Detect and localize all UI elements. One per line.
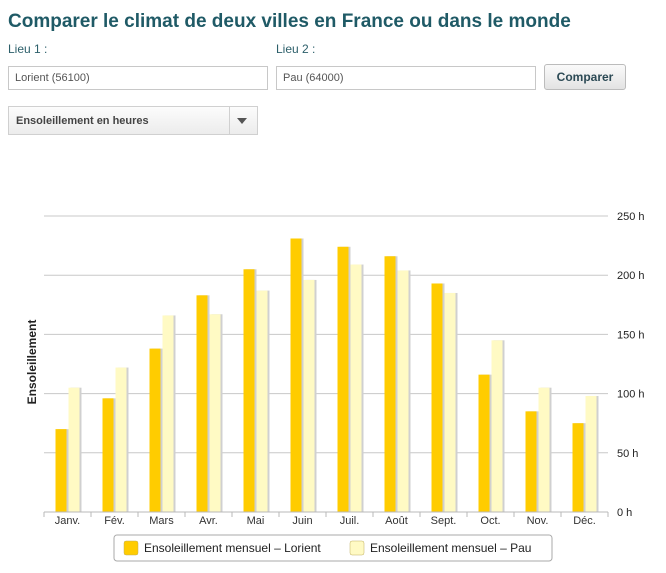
legend-swatch: [123, 540, 139, 556]
bar-pau: [491, 340, 505, 512]
x-tick-label: Déc.: [573, 515, 596, 527]
bar-pau: [397, 270, 411, 512]
x-tick-label: Oct.: [480, 515, 500, 527]
indicator-select[interactable]: Ensoleillement en heures: [8, 106, 258, 135]
x-tick-label: Janv.: [55, 515, 80, 527]
bar-fill: [196, 295, 208, 512]
bar-fill: [55, 429, 67, 512]
bar-fill: [102, 398, 114, 512]
page-title: Comparer le climat de deux villes en Fra…: [8, 11, 571, 32]
chevron-down-icon: [237, 118, 247, 124]
legend-swatch: [349, 540, 365, 556]
bar-fill: [68, 387, 80, 512]
bar-pau: [115, 367, 129, 512]
bar-fill: [585, 395, 597, 512]
bar-fill: [303, 279, 315, 512]
x-tick-label: Mars: [149, 515, 174, 527]
y-tick-label: 150 h: [617, 329, 645, 341]
x-tick-label: Août: [385, 515, 408, 527]
x-tick-label: Juil.: [340, 515, 360, 527]
bar-fill: [431, 283, 443, 512]
bar-pau: [209, 314, 223, 512]
bar-fill: [162, 315, 174, 512]
lieu1-input[interactable]: [8, 66, 268, 90]
bar-fill: [256, 290, 268, 512]
bar-lorient: [196, 295, 210, 512]
y-tick-label: 0 h: [617, 507, 632, 519]
y-tick-label: 100 h: [617, 389, 645, 401]
bar-lorient: [149, 348, 163, 512]
sunshine-chart: 0 h 50 h 100 h 150 h 200 h 250 h Janv. Fév. Mar…: [25, 211, 645, 562]
select-divider: [229, 107, 230, 134]
legend: Ensoleillement mensuel – Lorient Ensoleil…: [113, 534, 553, 562]
bars: [55, 238, 599, 512]
x-axis: [43, 511, 609, 517]
bar-lorient: [243, 269, 257, 512]
lieu2-label: Lieu 2 :: [276, 42, 316, 56]
x-tick-label: Sept.: [431, 515, 457, 527]
bar-pau: [538, 387, 552, 512]
bar-lorient: [55, 429, 69, 512]
y-tick-label: 50 h: [617, 448, 638, 460]
bar-fill: [149, 348, 161, 512]
bar-fill: [350, 264, 362, 512]
x-tick-label: Juin: [292, 515, 312, 527]
bar-fill: [209, 314, 221, 512]
bar-fill: [397, 270, 409, 512]
bar-pau: [68, 387, 82, 512]
bar-lorient: [431, 283, 445, 512]
bar-lorient: [572, 423, 586, 512]
bar-lorient: [337, 246, 351, 512]
bar-lorient: [384, 256, 398, 512]
grid-lines: [44, 215, 608, 454]
legend-label: Ensoleillement mensuel – Lorient: [144, 541, 321, 555]
y-axis-title: Ensoleillement: [25, 320, 39, 405]
y-tick-label: 200 h: [617, 270, 645, 282]
x-tick-label: Avr.: [199, 515, 218, 527]
bar-lorient: [290, 238, 304, 512]
bar-fill: [525, 411, 537, 512]
bar-fill: [115, 367, 127, 512]
legend-box: [113, 534, 553, 562]
lieu2-input[interactable]: [276, 66, 536, 90]
y-tick-label: 250 h: [617, 211, 645, 223]
bar-fill: [572, 423, 584, 512]
bar-pau: [585, 395, 599, 512]
bar-fill: [491, 340, 503, 512]
legend-label: Ensoleillement mensuel – Pau: [370, 541, 531, 555]
bar-fill: [243, 269, 255, 512]
bar-fill: [538, 387, 550, 512]
bar-fill: [337, 246, 349, 512]
bar-fill: [444, 292, 456, 512]
bar-pau: [444, 292, 458, 512]
bar-fill: [384, 256, 396, 512]
bar-pau: [162, 315, 176, 512]
x-tick-label: Fév.: [104, 515, 125, 527]
bar-pau: [303, 279, 317, 512]
bar-pau: [256, 290, 270, 512]
x-axis-labels: Janv. Fév. Mars Avr. Mai Juin Juil. Août Sept. Oc…: [55, 515, 596, 527]
bar-lorient: [525, 411, 539, 512]
x-tick-label: Mai: [247, 515, 265, 527]
compare-button[interactable]: Comparer: [544, 64, 626, 90]
x-tick-label: Nov.: [527, 515, 549, 527]
y-axis-ticks: 0 h 50 h 100 h 150 h 200 h 250 h: [617, 211, 645, 519]
bar-lorient: [102, 398, 116, 512]
bar-lorient: [478, 374, 492, 512]
indicator-select-value: Ensoleillement en heures: [16, 115, 149, 127]
bar-fill: [290, 238, 302, 512]
lieu1-label: Lieu 1 :: [8, 42, 48, 56]
bar-pau: [350, 264, 364, 512]
bar-fill: [478, 374, 490, 512]
